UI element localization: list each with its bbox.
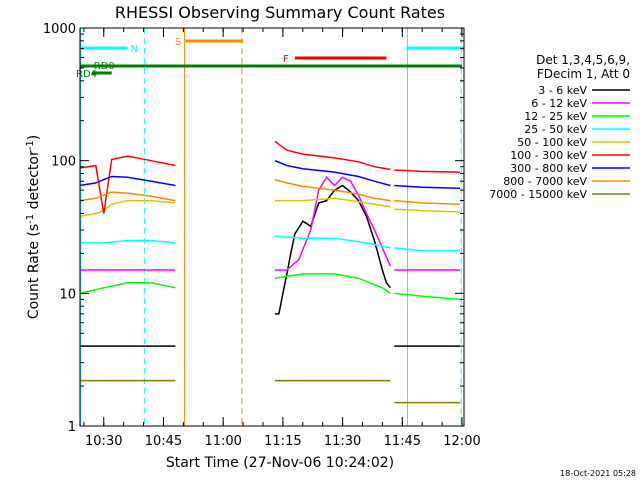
chart-title: RHESSI Observing Summary Count Rates xyxy=(115,3,445,22)
legend-label-3-6-kev: 3 - 6 keV xyxy=(538,84,587,97)
y-tick-label-1000: 1000 xyxy=(43,22,76,37)
series-line-50-100-kev-seg-1 xyxy=(274,197,391,208)
legend-label-50-100-kev: 50 - 100 keV xyxy=(517,136,587,149)
x-axis: 10:30 10:45 11:00 11:15 11:30 11:45 12:00 xyxy=(83,28,481,449)
y-tick-label-1: 1 xyxy=(68,420,76,435)
x-tick-label-12-00: 12:00 xyxy=(443,434,480,449)
series-line-100-300-kev-seg-0 xyxy=(79,155,176,214)
legend-label-7000-15000-kev: 7000 - 15000 keV xyxy=(489,188,587,201)
series-line-25-50-kev-seg-2 xyxy=(394,247,460,252)
legend-label-800-7000-kev: 800 - 7000 keV xyxy=(503,175,587,188)
y-label-part-2: detector xyxy=(26,150,42,214)
series-line-25-50-kev-seg-1 xyxy=(274,235,391,249)
legend-label-300-800-kev: 300 - 800 keV xyxy=(510,162,587,175)
y-tick-label-100: 100 xyxy=(51,155,76,170)
chart-title-group: RHESSI Observing Summary Count Rates xyxy=(115,3,445,22)
marker-lines xyxy=(80,28,462,426)
series-line-12-25-kev-seg-1 xyxy=(274,273,391,294)
state-label-s: S xyxy=(175,37,181,48)
series-line-50-100-kev-seg-2 xyxy=(394,208,461,213)
legend-title-line-2: FDecim 1, Att 0 xyxy=(537,67,630,81)
series-line-6-12-kev-seg-1 xyxy=(274,175,392,271)
legend-label-100-300-kev: 100 - 300 keV xyxy=(510,149,587,162)
x-tick-label-11-00: 11:00 xyxy=(204,434,241,449)
legend-label-12-25-kev: 12 - 25 keV xyxy=(524,110,587,123)
series-line-300-800-kev-seg-2 xyxy=(394,184,461,189)
legend-label-6-12-kev: 6 - 12 keV xyxy=(531,97,587,110)
y-axis: 1 10 100 1000 xyxy=(43,22,464,435)
series-layer xyxy=(79,140,461,404)
state-label-rd0: RD0 xyxy=(94,61,115,72)
x-tick-label-10-30: 10:30 xyxy=(85,434,122,449)
state-label-rd4: RD4 xyxy=(76,69,97,80)
x-tick-label-11-45: 11:45 xyxy=(384,434,421,449)
series-line-100-300-kev-seg-1 xyxy=(274,140,391,171)
y-label-part-3: ) xyxy=(26,135,42,140)
state-label-f: F xyxy=(283,54,289,65)
series-line-800-7000-kev-seg-2 xyxy=(394,199,461,205)
x-tick-label-11-15: 11:15 xyxy=(264,434,301,449)
y-label-sup-2: -1 xyxy=(25,140,36,150)
legend: Det 1,3,4,5,6,9, FDecim 1, Att 0 3 - 6 k… xyxy=(489,53,630,201)
series-line-12-25-kev-seg-0 xyxy=(79,282,176,295)
series-line-25-50-kev-seg-0 xyxy=(79,239,176,244)
x-tick-label-11-30: 11:30 xyxy=(324,434,361,449)
y-label-sup-1: -1 xyxy=(25,214,36,224)
series-line-800-7000-kev-seg-0 xyxy=(79,191,176,202)
y-axis-label: Count Rate (s-1 detector-1) xyxy=(25,135,42,319)
x-tick-label-10-45: 10:45 xyxy=(145,434,182,449)
legend-label-25-50-kev: 25 - 50 keV xyxy=(524,123,587,136)
series-line-300-800-kev-seg-1 xyxy=(274,160,391,187)
legend-title-line-1: Det 1,3,4,5,6,9, xyxy=(536,53,630,67)
y-tick-label-10: 10 xyxy=(59,287,76,302)
state-label-n: N xyxy=(131,44,138,55)
x-axis-label: Start Time (27-Nov-06 10:24:02) xyxy=(166,455,394,471)
series-line-300-800-kev-seg-0 xyxy=(79,175,176,187)
series-line-12-25-kev-seg-2 xyxy=(394,292,461,301)
plot-frame xyxy=(79,27,465,427)
footer-timestamp: 18-Oct-2021 05:28 xyxy=(560,469,636,478)
series-line-50-100-kev-seg-0 xyxy=(79,199,176,218)
series-line-800-7000-kev-seg-1 xyxy=(274,178,391,202)
y-label-part-1: Count Rate (s xyxy=(26,224,42,319)
series-line-100-300-kev-seg-2 xyxy=(394,169,461,173)
series-line-3-6-kev-seg-1 xyxy=(274,184,391,315)
